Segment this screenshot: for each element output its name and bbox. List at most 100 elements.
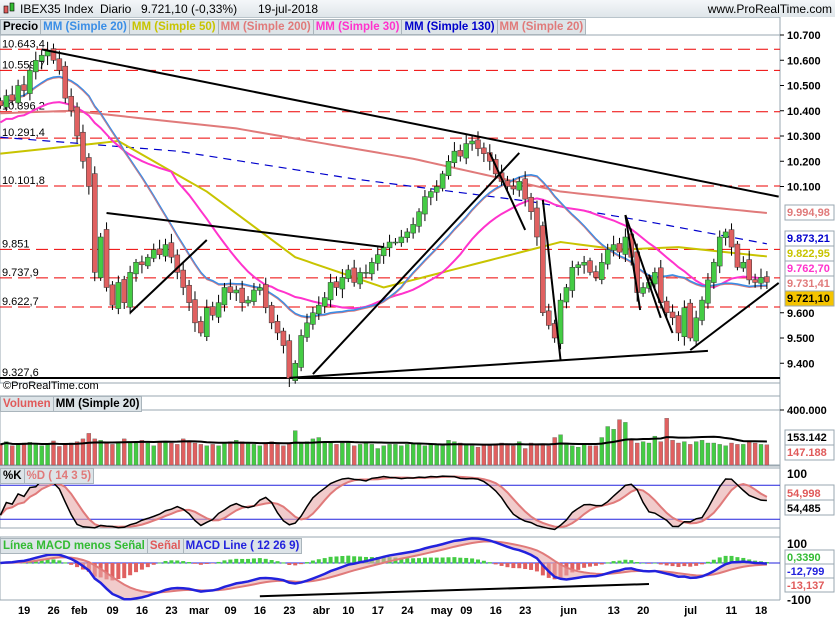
legend-item[interactable]: Señal (146, 538, 184, 554)
candle (145, 256, 151, 267)
volume-bar (440, 445, 445, 466)
macd-histogram-bar (434, 557, 439, 564)
site-link[interactable]: www.ProRealTime.com (707, 2, 832, 16)
ma50-line (0, 140, 768, 289)
legend-item[interactable]: Volumen (0, 396, 54, 412)
legend-item[interactable]: MM (Simple 30) (312, 19, 403, 35)
candle (357, 272, 363, 285)
volume-bar (57, 446, 62, 466)
period[interactable]: Diario (100, 2, 132, 16)
legend-item[interactable]: %K (0, 468, 25, 484)
macd-line-label: -12,799 (787, 566, 824, 578)
x-tick-label: 20 (637, 605, 649, 617)
volume-bar (122, 438, 127, 466)
volume-bar (711, 442, 716, 466)
volume-bar (39, 445, 44, 466)
trendline (689, 282, 780, 351)
x-tick-label: 17 (372, 605, 384, 617)
candle (21, 84, 27, 91)
macd-histogram-bar (511, 563, 516, 569)
volume-bar (581, 444, 587, 466)
volume-bar (605, 426, 610, 466)
candle (687, 302, 693, 339)
candle (3, 95, 10, 108)
volume-bar (281, 445, 286, 466)
macd-histogram-bar (122, 563, 127, 579)
candle (109, 284, 116, 306)
candle (298, 335, 304, 368)
volume-bar (410, 442, 416, 466)
trendline (289, 349, 709, 379)
copyright: ©ProRealTime.com (3, 380, 99, 392)
volume-bar (682, 441, 687, 466)
ma30-line (0, 101, 767, 310)
volume-bar (729, 442, 734, 466)
candle (693, 317, 699, 342)
candle (339, 277, 346, 290)
candle (711, 262, 717, 283)
candle (127, 272, 133, 308)
volume-bar (699, 440, 705, 466)
candle (192, 299, 198, 324)
volume-bar (717, 444, 722, 466)
volume-bar (623, 422, 628, 466)
macd-histogram-bar (481, 560, 486, 564)
volume-bar (505, 444, 510, 466)
legend-item[interactable]: Línea MACD menos Señal (0, 538, 148, 554)
candle (150, 249, 157, 259)
volume-bar (587, 445, 593, 466)
volume-bar (393, 444, 398, 466)
legend-item[interactable]: Precio (0, 19, 42, 35)
legend-item[interactable]: MM (Simple 20) (496, 19, 587, 35)
volume-bar (181, 438, 186, 466)
candle (663, 300, 670, 314)
legend-item[interactable]: MACD Line ( 12 26 9) (182, 538, 303, 554)
macd-histogram-bar (39, 559, 44, 564)
stochastic-legend: %K %D ( 14 3 5) (0, 468, 95, 484)
macd-histogram-bar (181, 561, 186, 564)
volume-bar (611, 429, 616, 466)
label-box (784, 577, 835, 593)
volume-bar (752, 442, 758, 466)
legend-item[interactable]: MM (Simple 200) (217, 19, 314, 35)
candle (563, 287, 570, 303)
volume-bar (322, 441, 327, 466)
volume-bar (758, 444, 764, 466)
macd-histogram-bar (251, 558, 256, 564)
volume-bar (92, 438, 97, 466)
macd-histogram-bar (328, 556, 333, 564)
candle (168, 242, 175, 258)
x-tick-label: 16 (136, 605, 148, 617)
macd-signal-label: -13,137 (787, 580, 824, 592)
volume-bar (375, 448, 380, 466)
macd-histogram-bar (198, 563, 203, 565)
macd-histogram-bar (487, 562, 492, 564)
candle (209, 306, 216, 316)
legend-item[interactable]: MM (Simple 50) (128, 19, 219, 35)
macd-histogram-bar (204, 563, 209, 564)
candle (221, 287, 228, 306)
volume-bar (676, 442, 681, 466)
candle (239, 287, 245, 303)
legend-item[interactable]: MM (Simple 20) (40, 19, 130, 35)
legend-item[interactable]: %D ( 14 3 5) (23, 468, 95, 484)
volume-bar (145, 442, 150, 466)
candle (115, 282, 122, 309)
level-label: 9.622,7 (2, 296, 39, 308)
y-tick-label: 10.600 (787, 55, 821, 67)
candle (510, 185, 517, 190)
macd-histogram-bar (187, 562, 192, 564)
legend-item[interactable]: MM (Simple 20) (52, 396, 143, 412)
trendline (624, 214, 642, 311)
macd-histogram-bar (705, 561, 710, 564)
macd-histogram-bar (493, 563, 498, 565)
volume-bar (169, 442, 174, 466)
stoch-tick-label: 100 (787, 467, 807, 481)
volume-bar (481, 444, 487, 466)
volume-bar (157, 441, 162, 466)
candle (33, 60, 39, 73)
legend-item[interactable]: MM (Simple 130) (401, 19, 498, 35)
candle (445, 161, 452, 177)
volume-bar (33, 444, 38, 466)
